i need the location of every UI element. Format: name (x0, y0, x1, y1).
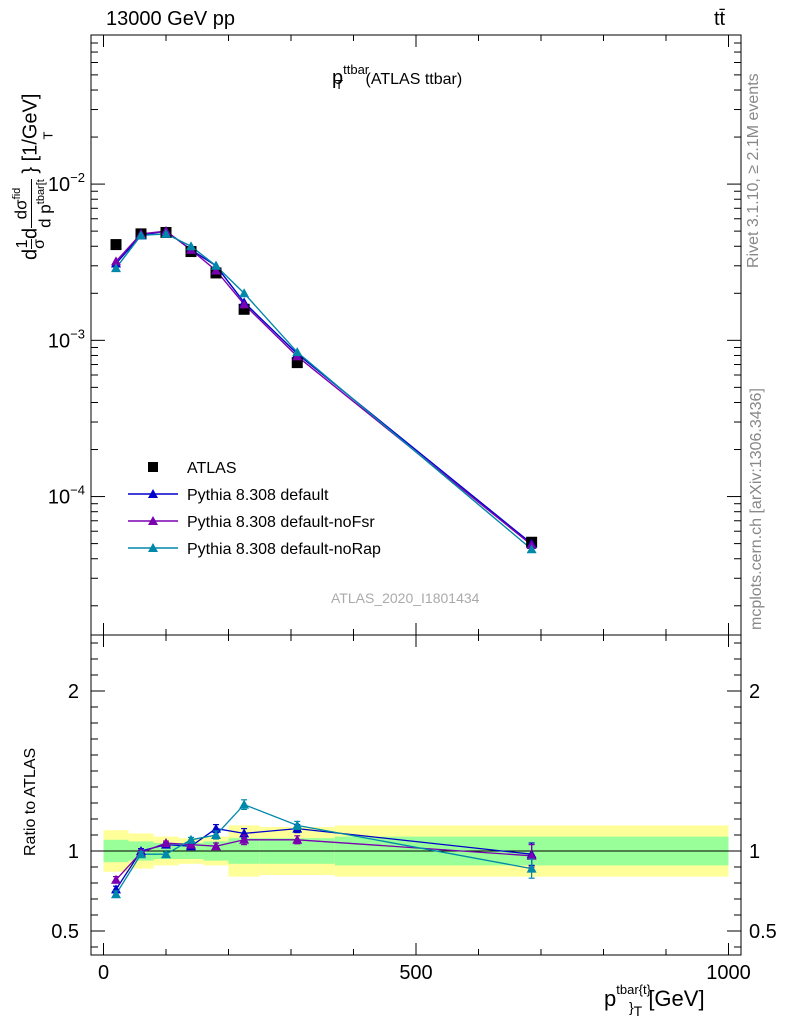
x-label-unit: [GeV] (642, 986, 705, 1011)
ratio-marker-3 (239, 799, 250, 809)
ratio-series-markers (111, 799, 537, 899)
legend-label-2: Pythia 8.308 default-noFsr (187, 514, 375, 531)
ratio-marker-3 (161, 849, 171, 859)
ratio-marker-2 (161, 838, 171, 847)
y-label-den: d p (35, 204, 55, 228)
legend-label-3: Pythia 8.308 default-noRap (187, 541, 381, 558)
analysis-id-label: ATLAS_2020_I1801434 (331, 590, 480, 606)
plot-title-main: p (332, 67, 344, 89)
ratio-marker-1 (211, 823, 221, 833)
y-label-tail: } [1/GeV] (19, 93, 42, 174)
x-label-sup: tbar{t} (616, 982, 651, 997)
y-tick-label: 10−2 (48, 170, 85, 196)
ratio-tick-label-left: 0.5 (51, 921, 79, 943)
legend-marker-1 (148, 489, 158, 498)
y-tick-label: 10−3 (48, 326, 85, 352)
series-marker-3 (161, 228, 171, 238)
ratio-uncertainty-bands (91, 825, 741, 877)
x-tick-label: 500 (399, 962, 432, 984)
y-label-d: d (19, 248, 42, 260)
legend-marker-2 (148, 516, 158, 525)
series-marker-3 (111, 263, 121, 273)
series-marker-3 (239, 288, 250, 298)
ratio-tick-label-left: 1 (68, 841, 79, 863)
y-label-num-sup: fid (11, 187, 23, 200)
ratio-marker-2 (292, 834, 303, 844)
ratio-panel-frame (90, 634, 742, 956)
ratio-marker-2 (186, 839, 196, 849)
ratio-marker-2 (111, 874, 121, 884)
y-label-num: dσ (11, 199, 31, 220)
atlas-data-point (291, 357, 303, 369)
ratio-tick-label-left: 2 (68, 681, 79, 703)
ratio-marker-3 (292, 820, 303, 830)
series-marker-3 (211, 260, 221, 270)
series-marker-2 (239, 299, 250, 309)
legend-label-0: ATLAS (187, 460, 237, 477)
ratio-marker-3 (136, 849, 146, 859)
legend-label-1: Pythia 8.308 default (187, 487, 329, 504)
x-axis-label: ptbar{t}}T [GeV] (604, 982, 705, 1019)
y-axis-label: d 1 σ d dσfid d ptbar[t } [1/GeV] (8, 93, 55, 260)
y-tick-label: 10−4 (48, 483, 85, 509)
ratio-marker-2 (239, 834, 250, 844)
plot-title-sub: T (335, 77, 344, 92)
y-label-frac-num: 1 (13, 239, 31, 249)
process-label: tt̄ (714, 8, 726, 30)
series-marker-3 (292, 347, 303, 357)
series-marker-3 (526, 544, 537, 554)
ratio-tick-label-right: 0.5 (749, 921, 777, 943)
ratio-marker-2 (526, 850, 537, 860)
atlas-data-point (110, 239, 122, 251)
series-marker-3 (186, 241, 196, 251)
plot-title-rest: (ATLAS ttbar) (361, 71, 463, 88)
rivet-version-label: Rivet 3.1.10, ≥ 2.1M events (745, 73, 762, 268)
y-label-frac-den: σ (30, 239, 48, 249)
y-label-den-sub: tbar[t (34, 179, 47, 205)
ratio-marker-3 (111, 889, 121, 899)
legend-marker-3 (148, 543, 158, 552)
atlas-data-point (238, 303, 250, 315)
ratio-axis-label: Ratio to ATLAS (22, 747, 39, 856)
y-label-d2: d (19, 227, 42, 239)
mcplots-reference-label: mcplots.cern.ch [arXiv:1306.3436] (748, 388, 765, 630)
x-label-sub: } (628, 999, 634, 1015)
series-marker-2 (111, 256, 121, 266)
series-marker-3 (136, 230, 146, 240)
y-axis-label-sup: T (40, 131, 56, 140)
axis-ticks: 0 500 1000 10−4 10−3 10−2 0.5 0.5 1 1 2 2 (48, 34, 777, 984)
x-label-main: p (604, 986, 617, 1011)
legend: ATLAS Pythia 8.308 default Pythia 8.308 de… (128, 460, 381, 558)
plot-title-sup: ttbar (343, 62, 370, 77)
ratio-tick-label-right: 2 (749, 681, 760, 703)
ratio-line-2 (115, 839, 532, 881)
x-tick-label: 0 (98, 962, 109, 984)
ratio-tick-label-right: 1 (749, 841, 760, 863)
ratio-marker-3 (211, 830, 221, 839)
ratio-marker-2 (211, 841, 221, 851)
series-marker-2 (211, 265, 221, 275)
main-series-markers (110, 226, 538, 554)
ratio-marker-3 (186, 834, 196, 844)
legend-marker-atlas (148, 462, 158, 472)
x-label-sub2: T (633, 1003, 643, 1019)
plot-title: pttbarT (ATLAS ttbar) (332, 62, 462, 92)
energy-label: 13000 GeV pp (106, 8, 235, 30)
x-tick-label: 1000 (706, 962, 751, 984)
ratio-marker-3 (526, 863, 537, 873)
